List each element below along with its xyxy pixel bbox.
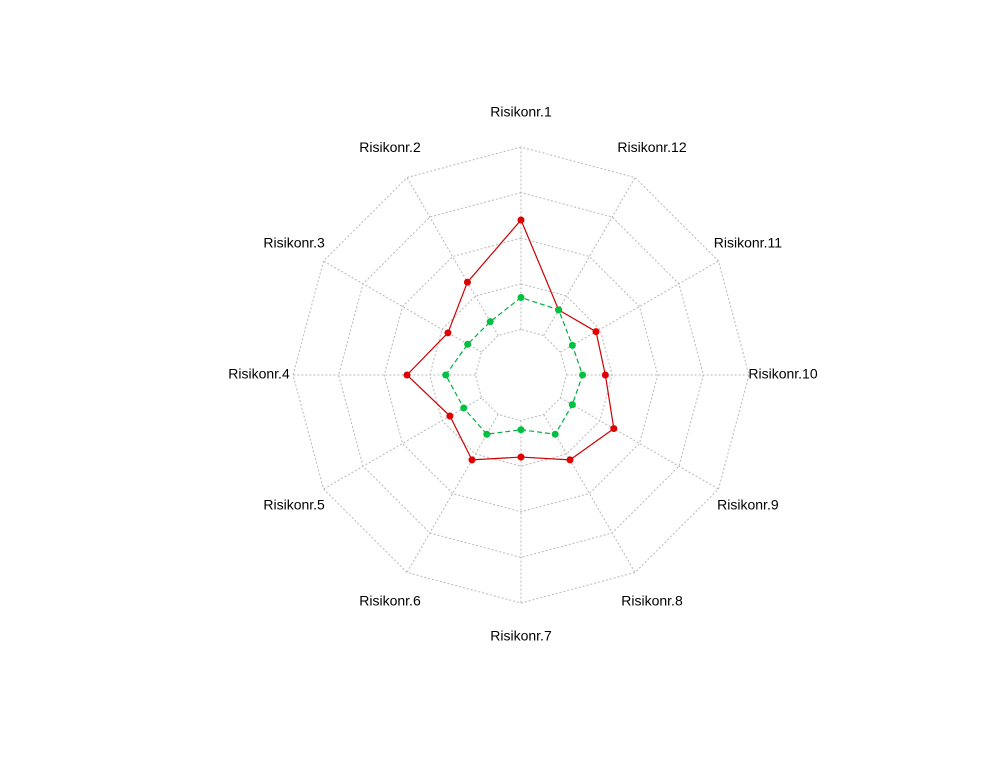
point	[551, 430, 559, 438]
point	[610, 425, 618, 433]
axis-label: Risikonr.6	[359, 593, 421, 609]
axis-label: Risikonr.11	[714, 235, 782, 251]
axis-label: Risikonr.4	[228, 366, 290, 382]
axis-label: Risikonr.10	[748, 366, 817, 382]
point	[601, 371, 609, 379]
point	[446, 412, 454, 420]
point	[592, 328, 600, 336]
point	[464, 340, 472, 348]
spoke	[406, 177, 499, 336]
point	[568, 401, 576, 409]
axis-label: Risikonr.7	[490, 628, 552, 644]
point	[403, 371, 411, 379]
axis-label: Risikonr.9	[717, 497, 779, 513]
axis-label: Risikonr.5	[263, 497, 325, 513]
series-line	[406, 218, 615, 461]
point	[517, 216, 525, 224]
grid-ring	[383, 237, 659, 513]
point	[517, 453, 525, 461]
point	[517, 293, 525, 301]
point	[468, 456, 476, 464]
point	[460, 404, 468, 412]
axis-label: Risikonr.1	[490, 104, 552, 120]
spoke	[560, 397, 719, 490]
spoke	[543, 414, 636, 573]
point	[568, 341, 576, 349]
point	[463, 278, 471, 286]
spoke	[323, 260, 482, 353]
grid-ring	[292, 146, 750, 604]
axis-label: Risikonr.12	[617, 139, 686, 155]
point	[442, 371, 450, 379]
point	[566, 456, 574, 464]
grid-ring	[474, 328, 568, 422]
axis-label: Risikonr.2	[359, 139, 421, 155]
spoke	[560, 260, 719, 353]
series-line	[445, 296, 584, 435]
point	[555, 306, 563, 314]
point	[444, 329, 452, 337]
axis-label: Risikonr.3	[263, 235, 325, 251]
point	[486, 318, 494, 326]
spoke	[543, 177, 636, 336]
axis-label: Risikonr.8	[621, 593, 683, 609]
point	[517, 426, 525, 434]
spoke	[406, 414, 499, 573]
point	[483, 430, 491, 438]
spoke	[323, 397, 482, 490]
point	[579, 371, 587, 379]
grid-ring	[338, 192, 704, 558]
